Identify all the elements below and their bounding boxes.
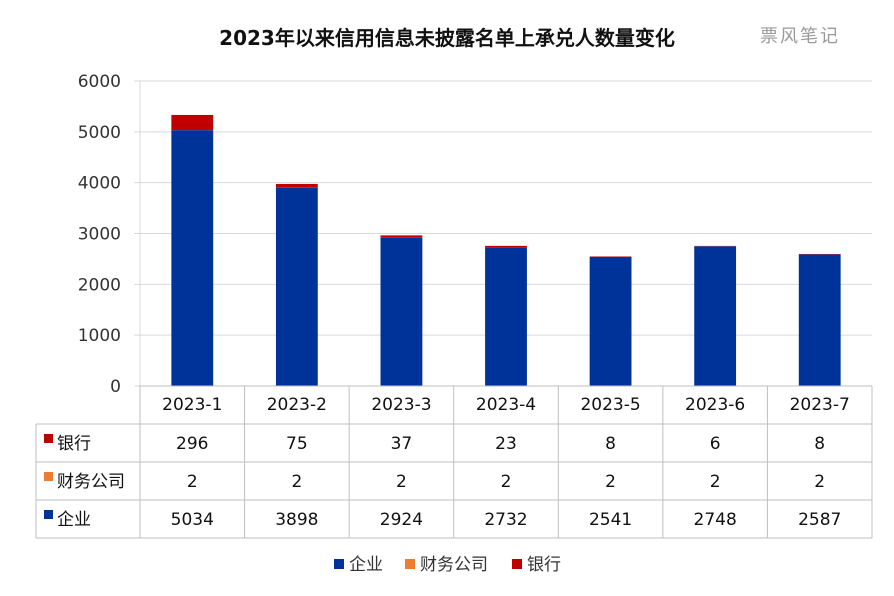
data-label: 37 xyxy=(391,434,413,454)
data-label: 2 xyxy=(291,472,302,492)
x-tick-label: 2023-6 xyxy=(685,395,745,415)
legend-key-银行 xyxy=(512,559,522,569)
bar-银行-2023-1 xyxy=(171,114,214,131)
data-label: 2 xyxy=(396,472,407,492)
y-tick-label: 3000 xyxy=(78,225,121,245)
legend-label: 财务公司 xyxy=(420,555,488,575)
data-label: 2541 xyxy=(589,510,632,530)
x-tick-label: 2023-7 xyxy=(790,395,850,415)
x-tick-label: 2023-2 xyxy=(267,395,327,415)
legend-label: 银行 xyxy=(527,555,561,575)
x-tick-label: 2023-5 xyxy=(580,395,640,415)
data-label: 2924 xyxy=(380,510,423,530)
bar-企业-2023-5 xyxy=(589,256,632,386)
bar-银行-2023-2 xyxy=(275,183,318,188)
table-row-label: 企业 xyxy=(57,510,91,530)
table-key-企业 xyxy=(44,510,53,519)
data-label: 2 xyxy=(187,472,198,492)
data-label: 3898 xyxy=(275,510,318,530)
y-tick-label: 0 xyxy=(110,377,121,397)
bars xyxy=(171,114,841,386)
watermark: 票风笔记 xyxy=(760,26,840,47)
y-tick-label: 4000 xyxy=(78,174,121,194)
bar-企业-2023-4 xyxy=(485,247,527,386)
legend: 企业 财务公司 银行 xyxy=(334,555,561,575)
table-row-label: 银行 xyxy=(57,434,91,454)
bar-企业-2023-1 xyxy=(171,130,214,386)
data-label: 8 xyxy=(605,434,616,454)
data-label: 2 xyxy=(501,472,512,492)
y-tick-label: 5000 xyxy=(78,123,121,143)
data-label: 75 xyxy=(286,434,308,454)
data-label: 5034 xyxy=(171,510,214,530)
data-label: 8 xyxy=(814,434,825,454)
data-label: 23 xyxy=(495,434,517,454)
table-key-财务公司 xyxy=(44,472,53,481)
data-table: 2023-1 2023-2 2023-3 2023-4 2023-5 2023-6 2023… xyxy=(35,385,873,539)
y-tick-label: 2000 xyxy=(78,275,121,295)
data-label: 296 xyxy=(176,434,208,454)
bar-企业-2023-2 xyxy=(275,187,318,386)
data-label: 2 xyxy=(814,472,825,492)
chart-title: 2023年以来信用信息未披露名单上承兑人数量变化 xyxy=(219,26,675,50)
legend-label: 企业 xyxy=(349,555,383,575)
y-tick-label: 1000 xyxy=(78,326,121,346)
x-tick-label: 2023-3 xyxy=(371,395,431,415)
bar-企业-2023-3 xyxy=(380,237,423,386)
legend-key-企业 xyxy=(334,559,344,569)
data-label: 6 xyxy=(710,434,721,454)
bar-企业-2023-7 xyxy=(798,254,841,386)
data-label: 2587 xyxy=(798,510,841,530)
data-label: 2732 xyxy=(484,510,527,530)
y-tick-label: 6000 xyxy=(78,72,121,92)
data-label: 2 xyxy=(710,472,721,492)
bar-银行-2023-4 xyxy=(485,245,527,248)
x-tick-label: 2023-4 xyxy=(476,395,536,415)
legend-key-财务公司 xyxy=(405,559,415,569)
data-label: 2 xyxy=(605,472,616,492)
x-tick-label: 2023-1 xyxy=(162,395,222,415)
bar-银行-2023-3 xyxy=(380,235,423,238)
table-row-label: 财务公司 xyxy=(57,472,125,492)
bar-企业-2023-6 xyxy=(694,246,737,386)
y-axis: 0 1000 2000 3000 4000 5000 6000 xyxy=(78,72,121,397)
data-label: 2748 xyxy=(694,510,737,530)
table-key-银行 xyxy=(44,434,53,443)
